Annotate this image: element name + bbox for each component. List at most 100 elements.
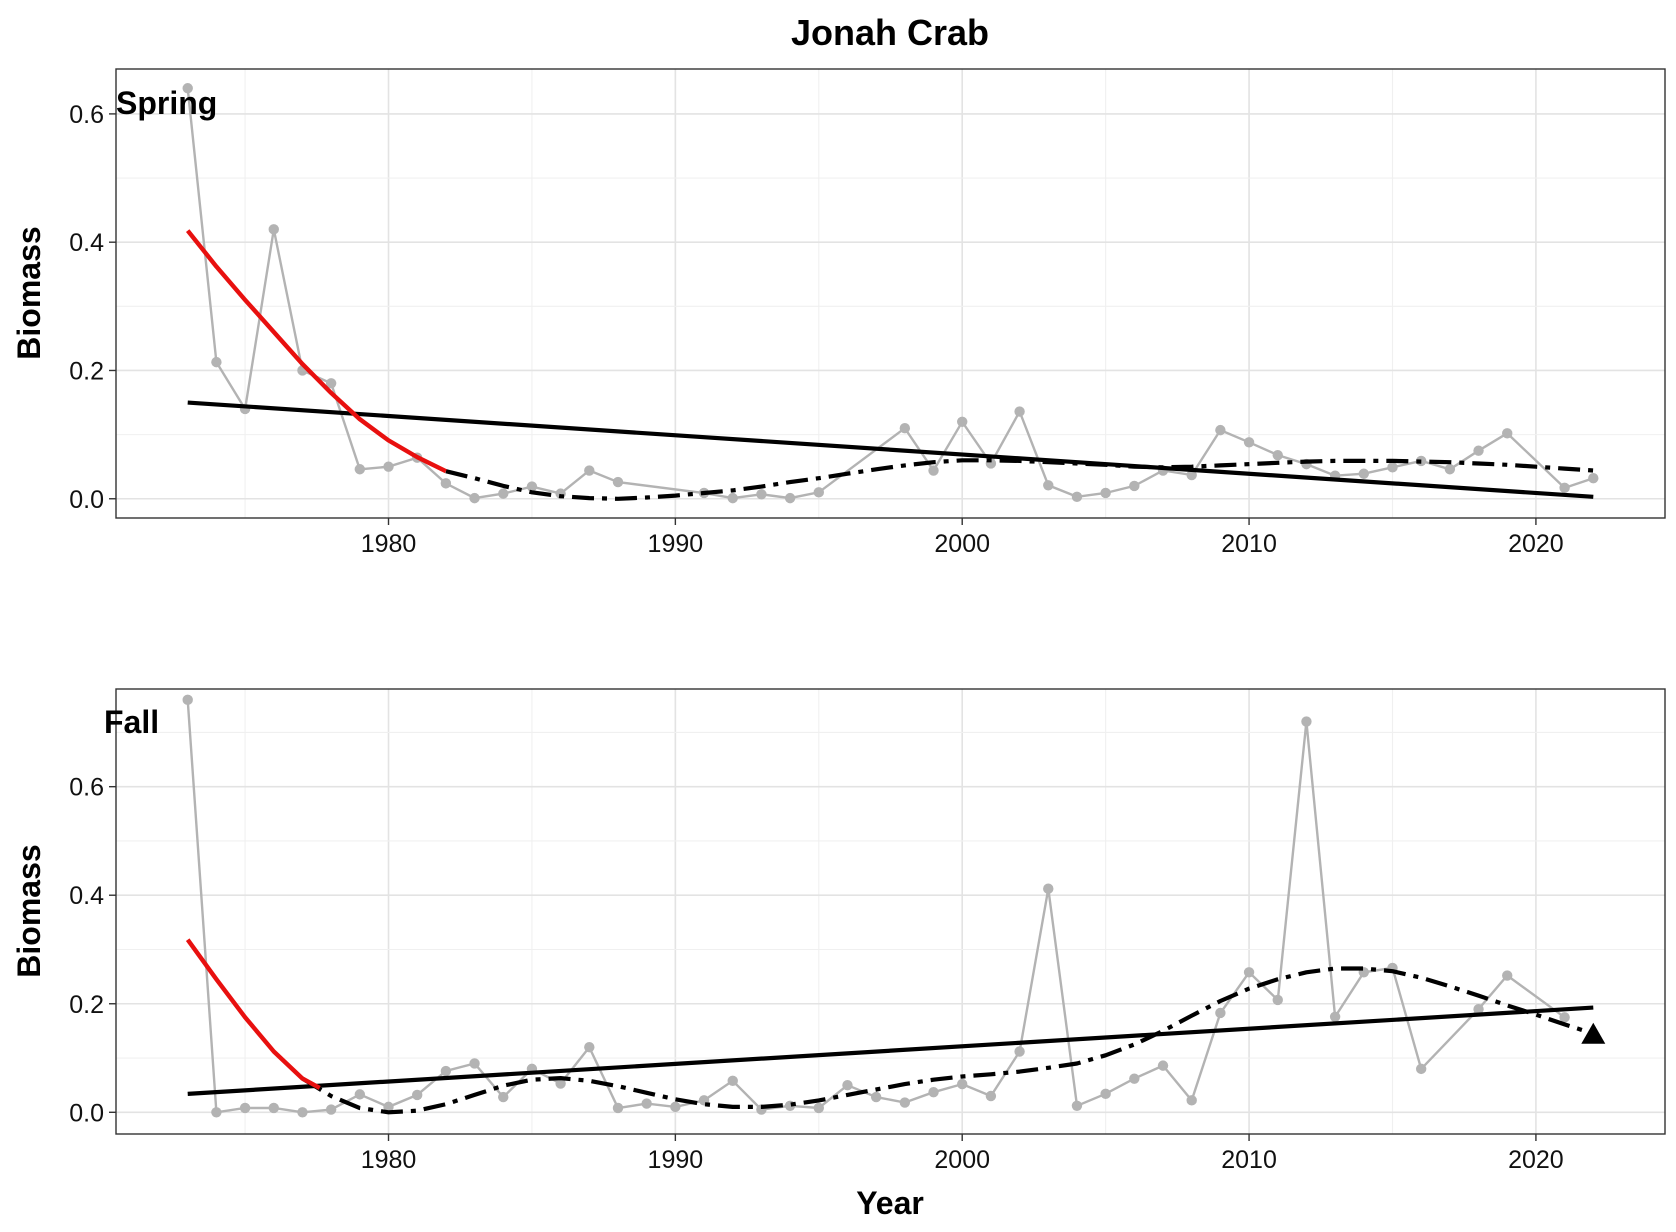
observed-point: [1559, 482, 1570, 494]
observed-point: [555, 1078, 566, 1089]
observed-point: [1071, 1100, 1083, 1111]
observed-point: [268, 224, 279, 235]
observed-point: [899, 1097, 911, 1108]
linear-trend-line: [187, 1005, 1594, 1096]
observed-point: [1186, 1095, 1197, 1106]
gridlines: [116, 689, 1665, 1134]
observed-point: [239, 1102, 251, 1114]
observed-point: [899, 423, 911, 434]
smooth-trend-line: [301, 966, 1594, 1115]
observed-point: [1186, 469, 1197, 481]
panel-border: [115, 688, 1666, 1135]
observed-point: [1272, 994, 1283, 1006]
y-tick-label: 0.6: [69, 101, 104, 129]
observed-point: [440, 478, 452, 489]
observed-point: [1129, 1073, 1140, 1084]
y-tick-label: 0.6: [69, 774, 104, 802]
x-tick-label: 2000: [934, 530, 990, 558]
x-tick-label: 2000: [934, 1146, 990, 1174]
observed-point: [1071, 491, 1083, 503]
y-tick-label: 0.2: [69, 991, 104, 1019]
observed-point: [612, 476, 624, 488]
observed-point: [440, 1065, 452, 1077]
x-tick-label: 2010: [1221, 1146, 1277, 1174]
observed-point: [469, 492, 480, 504]
observed-point: [584, 1041, 595, 1053]
y-tick-label: 0.4: [69, 229, 104, 257]
observed-point: [584, 465, 595, 476]
observed-point: [1415, 1063, 1427, 1075]
y-tick-label: 0.0: [69, 1099, 104, 1127]
observed-point: [268, 1102, 279, 1114]
observed-point: [756, 489, 767, 500]
x-tick-label: 1980: [361, 530, 417, 558]
observed-point: [1243, 437, 1255, 448]
observed-point: [842, 1079, 853, 1091]
observed-point: [383, 1101, 394, 1113]
observed-point: [297, 1107, 308, 1118]
observed-point: [211, 1107, 222, 1118]
x-tick-label: 1990: [648, 1146, 704, 1174]
x-tick-label: 2010: [1221, 530, 1277, 558]
panel-label: Spring: [116, 85, 217, 121]
observed-point: [1444, 464, 1456, 475]
observed-point: [1043, 883, 1054, 894]
observed-point: [957, 1078, 968, 1090]
observed-point: [1272, 449, 1283, 461]
observed-point: [526, 481, 538, 492]
x-axis: 1980 1990 2000 2010 2020: [361, 518, 1564, 558]
x-tick-label: 2020: [1508, 1146, 1564, 1174]
observed-point: [870, 1091, 882, 1103]
panel-border: [115, 68, 1666, 519]
observed-point: [182, 83, 193, 94]
y-axis-title: Biomass: [11, 226, 47, 359]
panel-label: Fall: [104, 704, 159, 740]
observed-point: [727, 492, 738, 504]
trend-end-triangle-marker: [1581, 1022, 1606, 1044]
plot-background: [116, 689, 1665, 1134]
observed-point: [325, 378, 337, 389]
y-axis: 0.0 0.2 0.4 0.6: [69, 101, 116, 514]
observed-point: [1329, 1011, 1341, 1022]
observed-point: [411, 1089, 423, 1101]
observed-point: [1243, 967, 1255, 978]
observed-point: [813, 487, 824, 498]
plot-area: [182, 83, 1599, 504]
x-axis-title: Year: [856, 1185, 924, 1221]
observed-point: [1100, 487, 1111, 499]
observed-point: [354, 464, 366, 475]
observed-point: [641, 1098, 652, 1109]
observed-point: [1473, 445, 1484, 456]
observed-point: [1215, 1007, 1226, 1019]
observed-point: [1588, 473, 1599, 484]
plot-area: [182, 694, 1594, 1118]
observed-point: [1559, 1012, 1570, 1023]
linear-trend-line: [187, 400, 1594, 499]
y-tick-label: 0.0: [69, 486, 104, 514]
observed-point: [670, 1101, 681, 1113]
observed-point: [957, 416, 968, 427]
observed-point: [325, 1104, 337, 1115]
x-axis: 1980 1990 2000 2010 2020: [361, 1134, 1564, 1174]
observed-point: [1502, 428, 1513, 439]
observed-point: [727, 1075, 738, 1087]
observed-point: [498, 1091, 509, 1103]
observed-point: [1502, 970, 1513, 981]
y-tick-label: 0.2: [69, 357, 104, 385]
observed-point: [1129, 480, 1140, 492]
observed-point: [1387, 462, 1398, 473]
observed-point: [1014, 1046, 1025, 1057]
observed-point: [1100, 1088, 1111, 1100]
observed-point: [1473, 1003, 1484, 1015]
panel-fall: 1980 1990 2000 2010 2020 0.0 0.2 0.4 0.6 Biomass F…: [11, 688, 1666, 1174]
gridlines: [116, 69, 1665, 518]
observed-point: [1014, 406, 1025, 417]
observed-point: [784, 492, 796, 504]
observed-point: [1301, 716, 1312, 727]
observed-point: [354, 1089, 366, 1100]
y-tick-label: 0.4: [69, 882, 104, 910]
highlighted-decline-segment: [185, 938, 321, 1090]
observed-point: [985, 1090, 997, 1102]
y-axis-title: Biomass: [11, 844, 47, 977]
